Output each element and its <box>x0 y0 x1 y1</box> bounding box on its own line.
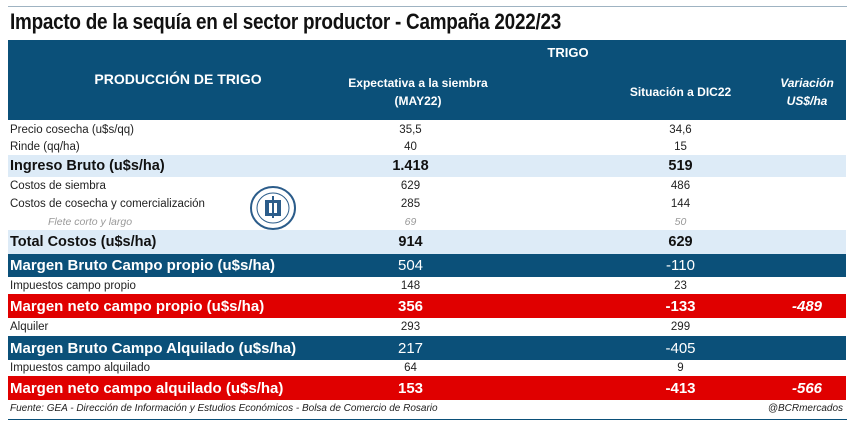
value-situacion: 629 <box>668 234 693 250</box>
top-divider <box>8 6 847 7</box>
row-label: Rinde (qq/ha) <box>10 141 80 153</box>
table-row: Flete corto y largo 69 50 <box>8 213 846 230</box>
row-label: Margen Bruto Campo propio (u$s/ha) <box>10 257 276 274</box>
row-label: Precio cosecha (u$s/qq) <box>10 124 135 136</box>
table-row: Precio cosecha (u$s/qq) 35,5 34,6 <box>8 121 846 139</box>
bottom-divider <box>8 419 847 420</box>
table-row: Costos de siembra 629 486 <box>8 177 846 195</box>
table-row: Margen neto campo propio (u$s/ha) 356 -1… <box>8 294 846 318</box>
value-expectativa: 35,5 <box>399 124 422 136</box>
value-expectativa: 217 <box>397 339 424 357</box>
row-label-header: PRODUCCIÓN DE TRIGO <box>94 71 262 87</box>
table-row: Margen neto campo alquilado (u$s/ha) 153… <box>8 376 846 400</box>
row-label: Impuestos campo propio <box>10 279 136 292</box>
table-row: Impuestos campo propio 148 23 <box>8 277 846 294</box>
value-expectativa: 356 <box>397 297 424 315</box>
value-variacion: -566 <box>791 379 823 397</box>
row-label: Flete corto y largo <box>48 215 133 228</box>
col3-header-line2: US$/ha <box>786 94 828 108</box>
table-header: TRIGO PRODUCCIÓN DE TRIGO Expectativa a … <box>8 40 846 120</box>
value-situacion: -413 <box>665 379 696 397</box>
value-expectativa: 629 <box>400 180 421 192</box>
value-expectativa: 153 <box>397 379 424 397</box>
row-label: Margen neto campo alquilado (u$s/ha) <box>10 379 284 397</box>
value-situacion: -133 <box>665 297 696 315</box>
bcr-seal-logo <box>250 186 296 230</box>
value-situacion: 34,6 <box>669 124 692 136</box>
page-title: Impacto de la sequía en el sector produc… <box>10 9 562 34</box>
value-situacion: 50 <box>674 215 687 228</box>
table-row: Alquiler 293 299 <box>8 318 846 336</box>
table-row: Total Costos (u$s/ha) 914 629 <box>8 230 846 254</box>
table-row: Margen Bruto Campo propio (u$s/ha) 504 -… <box>8 254 846 277</box>
col3-header-line1: Variación <box>780 76 834 90</box>
value-expectativa: 1.418 <box>392 158 429 174</box>
value-expectativa: 40 <box>404 141 417 153</box>
value-situacion: 9 <box>677 362 684 374</box>
value-situacion: 519 <box>668 158 693 174</box>
value-situacion: 144 <box>670 198 691 210</box>
table-row: Costos de cosecha y comercialización 285… <box>8 195 846 213</box>
value-situacion: -110 <box>666 257 695 274</box>
row-label: Alquiler <box>10 321 49 333</box>
value-expectativa: 148 <box>400 279 421 292</box>
table-row: Impuestos campo alquilado 64 9 <box>8 360 846 376</box>
value-situacion: 23 <box>674 279 687 292</box>
group-header: TRIGO <box>547 45 589 60</box>
col1-header-line1: Expectativa a la siembra <box>348 76 488 90</box>
value-expectativa: 914 <box>398 234 423 250</box>
value-expectativa: 504 <box>397 257 424 274</box>
col1-header-line2: (MAY22) <box>394 94 442 108</box>
value-expectativa: 285 <box>400 198 421 210</box>
value-situacion: 299 <box>670 321 691 333</box>
source-note: Fuente: GEA - Dirección de Información y… <box>10 403 438 414</box>
twitter-handle: @BCRmercados <box>767 403 843 414</box>
row-label: Margen Bruto Campo Alquilado (u$s/ha) <box>10 339 297 357</box>
table-row: Ingreso Bruto (u$s/ha) 1.418 519 <box>8 155 846 177</box>
row-label: Margen neto campo propio (u$s/ha) <box>10 297 265 315</box>
table-row: Rinde (qq/ha) 40 15 <box>8 139 846 155</box>
col2-header: Situación a DIC22 <box>629 85 732 99</box>
value-variacion: -489 <box>791 297 823 315</box>
row-label: Total Costos (u$s/ha) <box>10 234 157 250</box>
value-situacion: 486 <box>670 180 691 192</box>
value-situacion: -405 <box>665 339 696 357</box>
row-label: Ingreso Bruto (u$s/ha) <box>10 158 165 174</box>
row-label: Costos de cosecha y comercialización <box>10 198 205 210</box>
value-expectativa: 293 <box>400 321 421 333</box>
row-label: Impuestos campo alquilado <box>10 362 150 374</box>
table-row: Margen Bruto Campo Alquilado (u$s/ha) 21… <box>8 336 846 360</box>
value-expectativa: 69 <box>404 215 417 228</box>
row-label: Costos de siembra <box>10 180 106 192</box>
value-situacion: 15 <box>674 141 687 153</box>
value-expectativa: 64 <box>404 362 417 374</box>
